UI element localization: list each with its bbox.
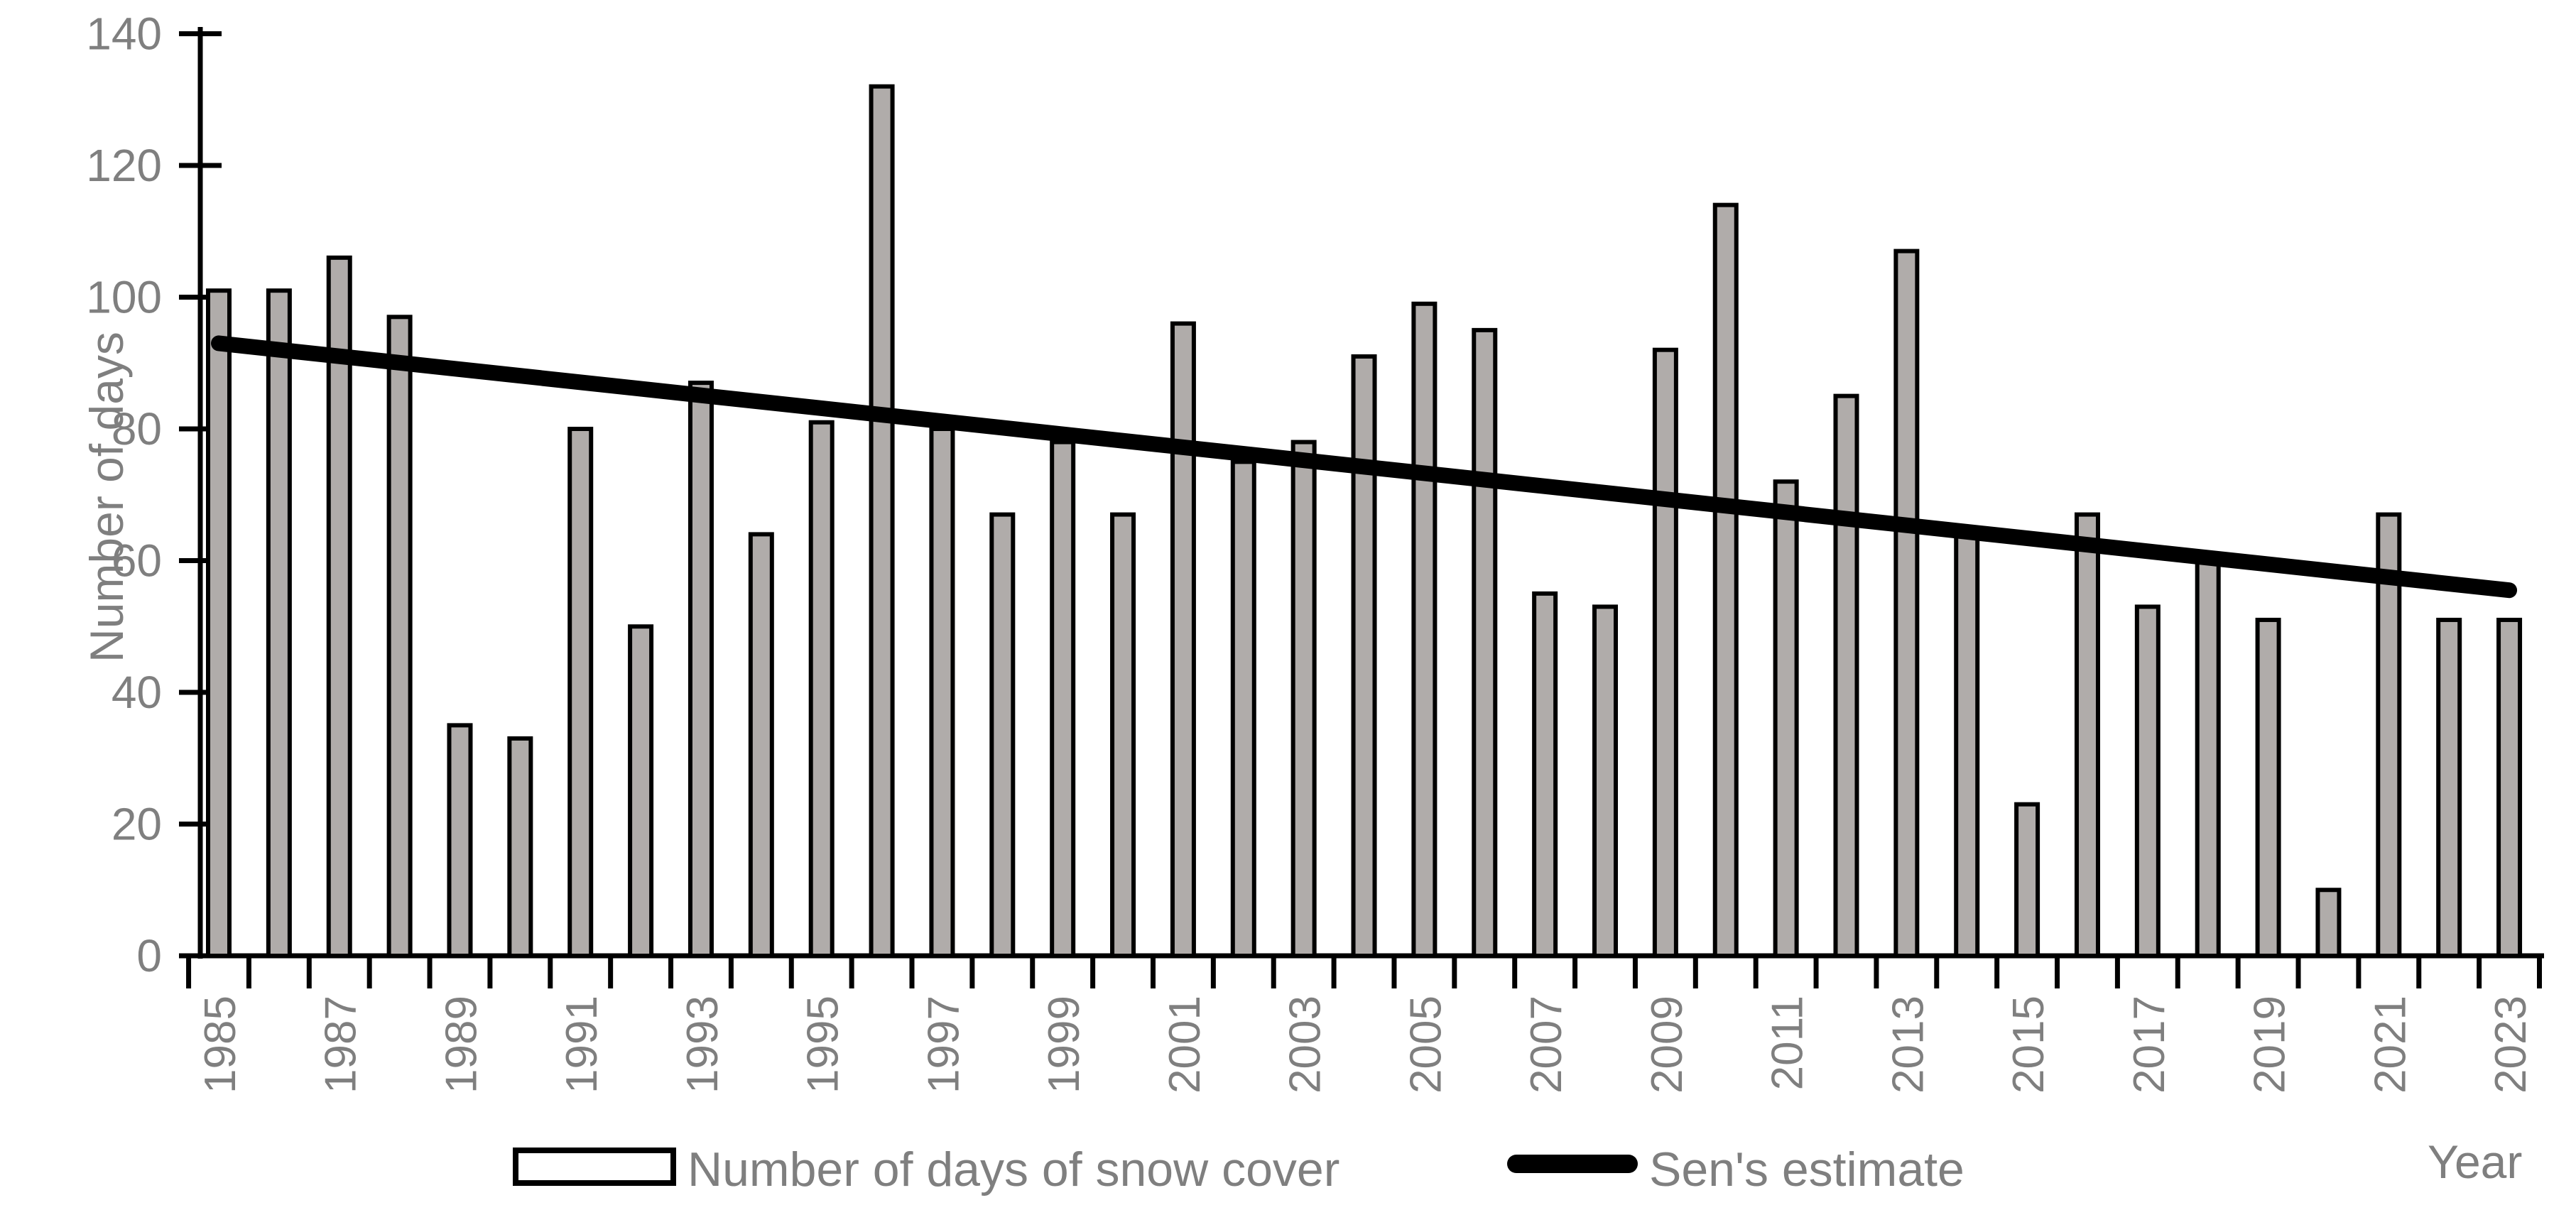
x-tick-label-2001: 2001 [1161, 996, 1210, 1094]
bar-1993 [688, 381, 714, 958]
bar-1996 [869, 84, 895, 959]
bar-2019 [2255, 617, 2281, 958]
bar-1987 [326, 255, 352, 959]
legend-bar-label: Number of days of snow cover [688, 1143, 1340, 1197]
x-tick-label-1997: 1997 [919, 996, 968, 1094]
bar-2010 [1712, 202, 1739, 958]
bar-2011 [1773, 479, 1799, 958]
y-tick-label-120: 120 [86, 140, 162, 191]
bar-2014 [1954, 532, 1980, 958]
x-tick-label-1989: 1989 [437, 996, 486, 1094]
x-axis: 1985 1987 1989 1991 1993 1995 1997 1999 2001 2003… [186, 953, 2544, 1094]
bar-1998 [989, 512, 1016, 958]
x-tick-label-2013: 2013 [1884, 996, 1933, 1094]
bar-1988 [386, 315, 413, 958]
bar-2001 [1170, 321, 1196, 959]
sens-estimate-line [211, 335, 2518, 599]
x-tick-label-2011: 2011 [1763, 996, 1813, 1090]
bar-2002 [1230, 459, 1256, 958]
bar-1991 [567, 427, 594, 958]
bar-2016 [2074, 512, 2100, 958]
bar-1997 [929, 427, 955, 958]
y-tick-label-80: 80 [112, 403, 162, 454]
x-tick-label-2015: 2015 [2004, 996, 2053, 1094]
bar-2017 [2134, 604, 2161, 958]
y-tick-label-20: 20 [112, 799, 162, 850]
bar-2006 [1472, 327, 1498, 958]
y-tick-label-140: 140 [86, 9, 162, 60]
legend-line-label: Sen's estimate [1649, 1143, 1964, 1197]
bar-1992 [628, 624, 654, 958]
x-tick-label-2021: 2021 [2366, 996, 2415, 1094]
x-tick-label-2005: 2005 [1401, 996, 1450, 1094]
y-tick-label-100: 100 [86, 272, 162, 323]
x-tick-label-2009: 2009 [1643, 996, 1692, 1094]
bar-1990 [507, 736, 533, 959]
bar-2020 [2315, 888, 2342, 958]
x-tick-label-2017: 2017 [2125, 996, 2174, 1094]
bar-2009 [1652, 347, 1678, 958]
bar-2013 [1893, 249, 1920, 958]
bar-2004 [1351, 354, 1377, 959]
x-tick-label-2003: 2003 [1281, 996, 1330, 1094]
x-tick-label-2019: 2019 [2246, 996, 2295, 1094]
y-tick-label-60: 60 [112, 535, 162, 587]
x-tick-label-2023: 2023 [2487, 996, 2536, 1094]
x-tick-label-2007: 2007 [1522, 996, 1571, 1094]
bar-1985 [206, 288, 232, 959]
x-tick-label-1985: 1985 [196, 996, 245, 1094]
bar-2021 [2376, 512, 2402, 958]
y-tick-label-40: 40 [112, 667, 162, 718]
x-tick-label-1993: 1993 [678, 996, 727, 1094]
x-tick-label-1987: 1987 [317, 996, 366, 1094]
bar-1995 [808, 420, 835, 958]
x-tick-label-1999: 1999 [1040, 996, 1089, 1094]
bar-2012 [1833, 393, 1859, 958]
bar-1989 [447, 723, 473, 958]
legend-bar-swatch [513, 1148, 676, 1186]
bar-2003 [1290, 440, 1317, 958]
bar-2008 [1592, 604, 1619, 958]
bar-1999 [1050, 440, 1076, 958]
bar-2018 [2195, 558, 2221, 958]
x-axis-title: Year [2428, 1135, 2523, 1188]
bar-2007 [1532, 591, 1558, 958]
bar-1994 [748, 532, 774, 958]
y-tick-label-0: 0 [136, 930, 162, 981]
bars-series [206, 84, 2523, 959]
bar-1986 [266, 288, 292, 959]
y-axis: 0 20 40 60 80 100 120 140 [86, 9, 222, 981]
x-tick-label-1995: 1995 [799, 996, 848, 1094]
bar-2023 [2496, 617, 2523, 958]
legend-line-swatch [1507, 1155, 1638, 1173]
bar-2015 [2014, 802, 2040, 959]
bar-2000 [1110, 512, 1136, 958]
bar-2022 [2436, 617, 2462, 958]
y-axis-title: Number of days [80, 332, 133, 663]
bar-2005 [1411, 301, 1438, 958]
x-tick-label-1991: 1991 [558, 996, 607, 1094]
